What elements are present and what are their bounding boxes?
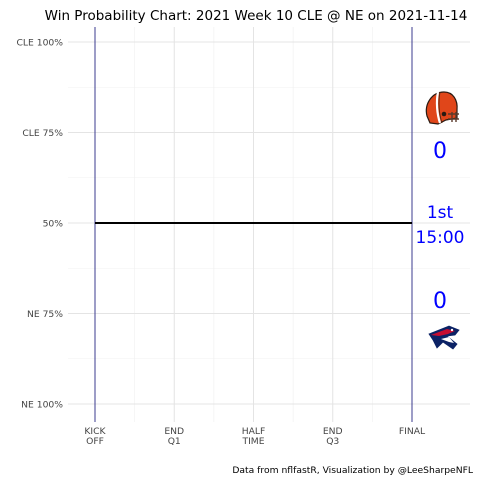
new-england-patriots-logo-icon (428, 325, 460, 350)
game-quarter: 1st (427, 203, 454, 223)
axis-layer: CLE 100% CLE 75% 50% NE 75% NE 100% KICK OFF EN… (16, 37, 426, 447)
y-tick-label: CLE 75% (22, 128, 63, 139)
home-score: 0 (433, 289, 447, 314)
x-tick-label: END Q1 (164, 426, 184, 447)
vline-layer (94, 27, 413, 422)
y-tick-label: 50% (43, 218, 64, 229)
y-tick-label: NE 100% (21, 399, 63, 410)
x-tick-label: END Q3 (323, 426, 343, 447)
cleveland-browns-helmet-icon (425, 91, 459, 125)
away-score: 0 (433, 139, 447, 164)
chart-title: Win Probability Chart: 2021 Week 10 CLE … (45, 8, 468, 24)
y-tick-label: CLE 100% (16, 37, 63, 48)
grid-layer (68, 27, 470, 422)
x-tick-label: KICK OFF (84, 426, 106, 447)
y-tick-label: NE 75% (27, 309, 63, 320)
x-tick-label: FINAL (399, 426, 426, 437)
game-clock: 15:00 (416, 228, 465, 248)
annotation-layer: 0 1st 15:00 0 (416, 91, 465, 350)
x-tick-label: HALF TIME (241, 426, 265, 447)
chart-caption: Data from nflfastR, Visualization by @Le… (232, 465, 474, 476)
